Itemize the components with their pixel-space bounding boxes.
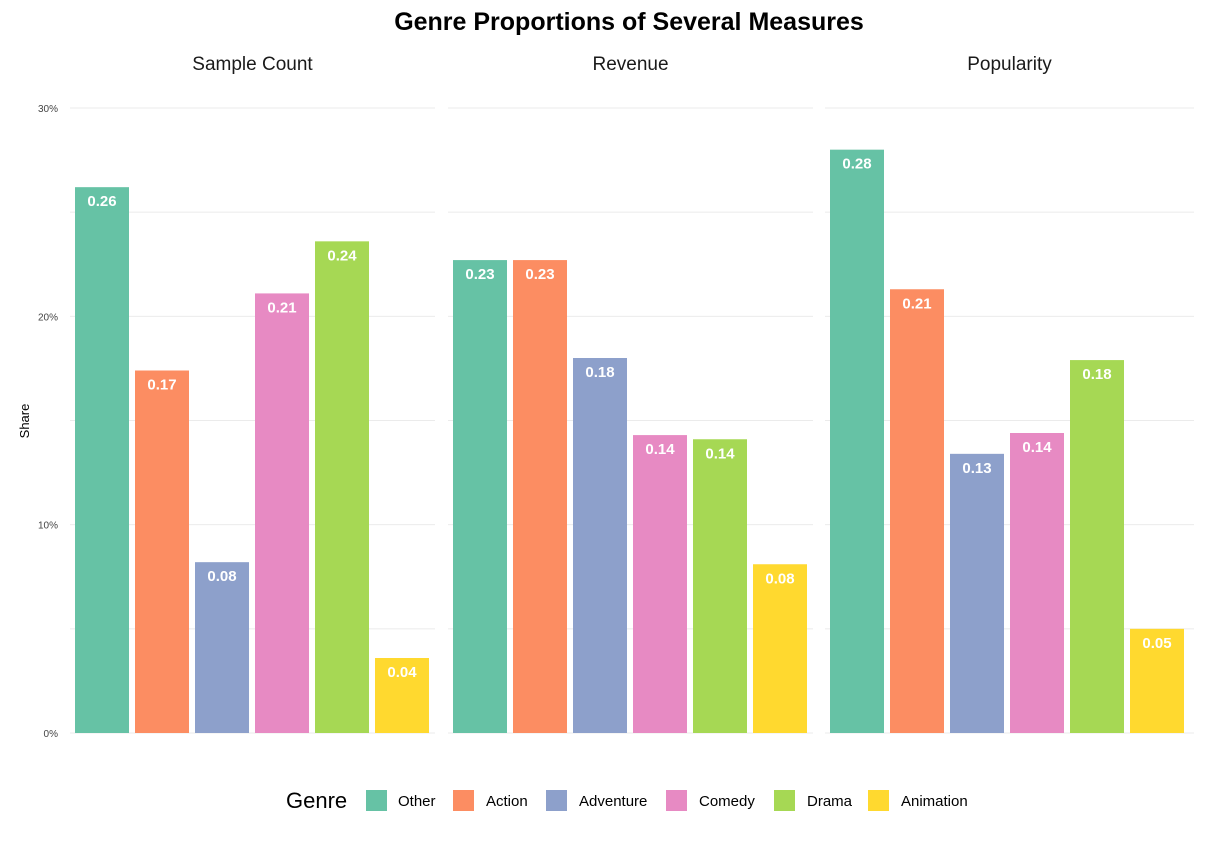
bar-value-label: 0.18 (1082, 366, 1111, 383)
bar-value-label: 0.08 (765, 570, 794, 587)
bar (195, 562, 249, 733)
bar-value-label: 0.17 (147, 377, 176, 394)
bar (1010, 433, 1064, 733)
bar (753, 564, 807, 733)
y-axis-label: Share (17, 404, 32, 439)
bar-value-label: 0.21 (267, 299, 296, 316)
bar (693, 439, 747, 733)
chart-title: Genre Proportions of Several Measures (394, 8, 864, 36)
legend-item: Adventure (546, 790, 647, 811)
bar-value-label: 0.23 (525, 266, 554, 283)
bar-value-label: 0.18 (585, 364, 614, 381)
bar (890, 289, 944, 733)
bar-value-label: 0.14 (1022, 439, 1052, 456)
bar (453, 260, 507, 733)
bar-value-label: 0.14 (645, 441, 675, 458)
bar (135, 370, 189, 733)
legend-label: Drama (807, 793, 853, 810)
bar (315, 241, 369, 734)
bar-value-label: 0.05 (1142, 635, 1171, 652)
grid-layer (70, 107, 1194, 734)
legend-swatch (868, 790, 889, 811)
bar-value-label: 0.24 (327, 247, 357, 264)
bar (375, 658, 429, 733)
legend-swatch (453, 790, 474, 811)
panels-layer: Sample Count 0.26 0.17 0.08 0.21 0.24 0.04 Reve… (75, 54, 1184, 734)
bar-value-label: 0.13 (962, 460, 991, 477)
bar (255, 293, 309, 733)
facet-title: Popularity (967, 54, 1052, 75)
y-tick-label: 10% (38, 521, 58, 532)
legend-label: Adventure (579, 793, 647, 810)
legend-item: Other (366, 790, 436, 811)
legend-item: Animation (868, 790, 968, 811)
bar (1070, 360, 1124, 733)
legend-swatch (366, 790, 387, 811)
legend-label: Action (486, 793, 528, 810)
legend-label: Animation (901, 793, 968, 810)
bar (573, 358, 627, 733)
facet-title: Sample Count (192, 54, 313, 75)
facet-title: Revenue (592, 54, 668, 75)
bar-value-label: 0.04 (387, 664, 417, 681)
bar (830, 149, 884, 733)
bar (1130, 628, 1184, 733)
facet-panel: Sample Count 0.26 0.17 0.08 0.21 0.24 0.04 (75, 54, 429, 734)
bar-value-label: 0.28 (842, 156, 871, 173)
legend-label: Comedy (699, 793, 755, 810)
y-tick-label: 30% (38, 104, 58, 115)
bar (950, 453, 1004, 733)
legend-item: Drama (774, 790, 853, 811)
facet-panel: Revenue 0.23 0.23 0.18 0.14 0.14 0.08 (453, 54, 807, 733)
bar-value-label: 0.23 (465, 266, 494, 283)
y-tick-label: 0% (44, 729, 59, 740)
bar-value-label: 0.08 (207, 568, 236, 585)
bar (633, 435, 687, 733)
legend-item: Comedy (666, 790, 755, 811)
facet-panel: Popularity 0.28 0.21 0.13 0.14 0.18 0.05 (830, 54, 1184, 733)
bar-value-label: 0.26 (87, 193, 116, 210)
y-axis: 0% 10% 20% 30% (38, 104, 58, 740)
legend-swatch (546, 790, 567, 811)
legend-swatch (666, 790, 687, 811)
legend-title: Genre (286, 788, 347, 813)
legend-label: Other (398, 793, 436, 810)
bar-value-label: 0.14 (705, 445, 735, 462)
bar-value-label: 0.21 (902, 295, 931, 312)
legend-item: Action (453, 790, 528, 811)
legend: Genre Other Action Adventure Comedy Drama Ani… (286, 788, 968, 813)
bar (513, 260, 567, 733)
legend-swatch (774, 790, 795, 811)
bar (75, 187, 129, 733)
y-tick-label: 20% (38, 312, 58, 323)
